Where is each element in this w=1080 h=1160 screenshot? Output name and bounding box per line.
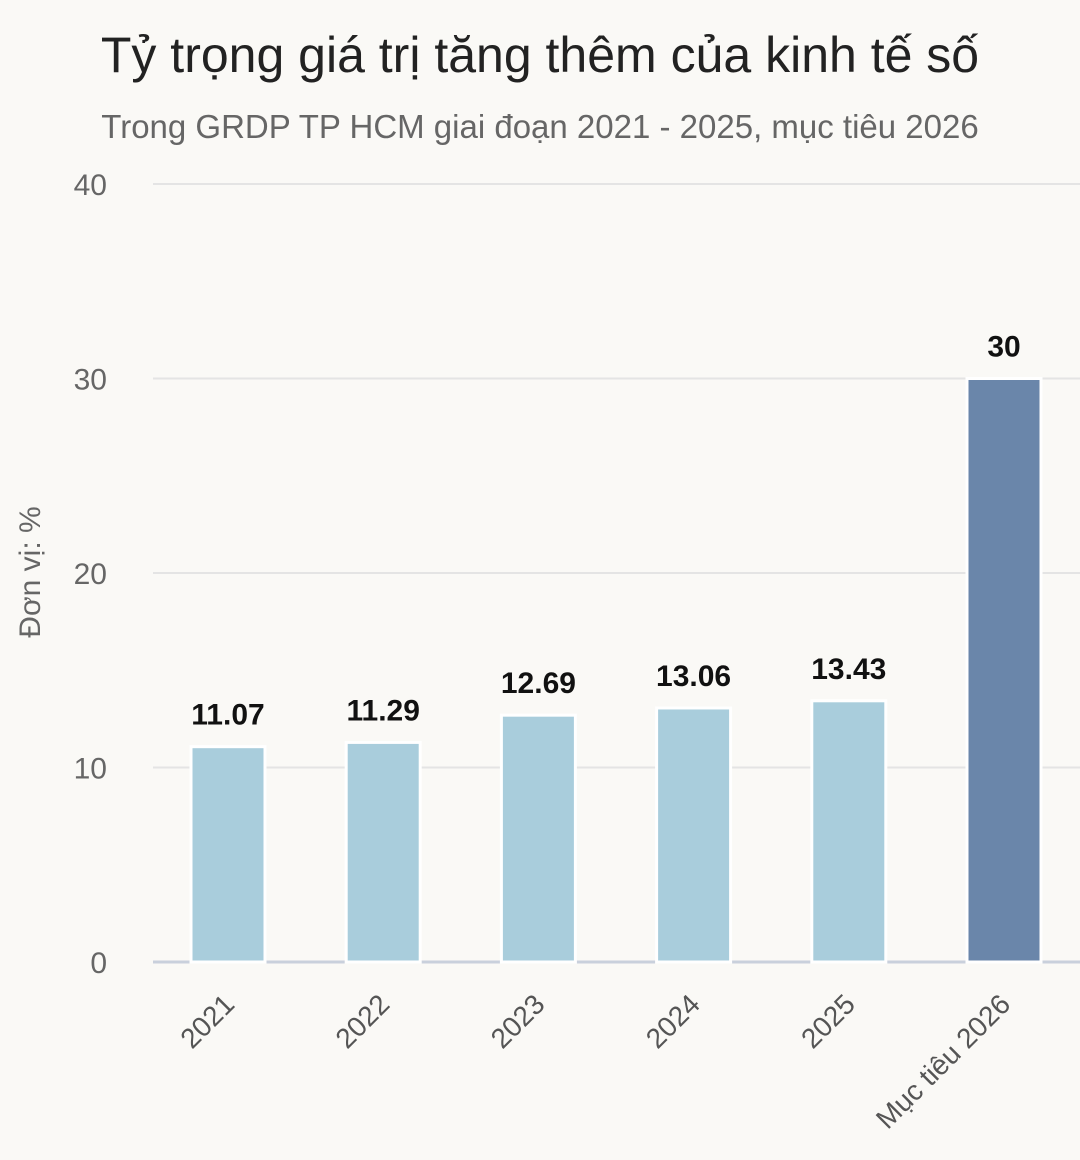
y-tick-label: 40	[74, 169, 107, 202]
y-tick-label: 30	[74, 364, 107, 397]
bar-value-label: 12.69	[501, 667, 576, 700]
y-tick-label: 10	[74, 753, 107, 786]
bar-value-label: 13.43	[811, 653, 886, 686]
bar-value-label: 13.06	[656, 660, 731, 693]
y-tick-label: 0	[90, 947, 107, 980]
x-tick-label: Mục tiêu 2026	[870, 988, 1016, 1134]
x-tick-label: 2025	[795, 988, 861, 1054]
bar	[655, 706, 733, 964]
bars	[189, 377, 1043, 964]
x-tick-label: 2022	[329, 988, 395, 1054]
gridlines	[153, 183, 1080, 964]
x-tick-label: 2021	[174, 988, 240, 1054]
bar	[189, 745, 267, 964]
bar	[810, 699, 888, 964]
chart-title: Tỷ trọng giá trị tăng thêm của kinh tế s…	[100, 27, 980, 83]
bar-value-label: 30	[987, 331, 1020, 364]
bar	[965, 377, 1043, 964]
y-tick-label: 20	[74, 558, 107, 591]
bar	[344, 740, 422, 964]
bar	[499, 713, 577, 964]
labels: 0 10 20 30 40 11.07 2021 11.29 2022 12.69 2023 13.0…	[74, 169, 1021, 1135]
y-axis-label: Đơn vị: %	[14, 506, 47, 637]
x-tick-label: 2024	[640, 988, 706, 1054]
bar-value-label: 11.07	[191, 699, 264, 732]
bar-value-label: 11.29	[346, 694, 419, 727]
x-tick-label: 2023	[485, 988, 551, 1054]
chart-subtitle: Trong GRDP TP HCM giai đoạn 2021 - 2025,…	[101, 108, 979, 145]
